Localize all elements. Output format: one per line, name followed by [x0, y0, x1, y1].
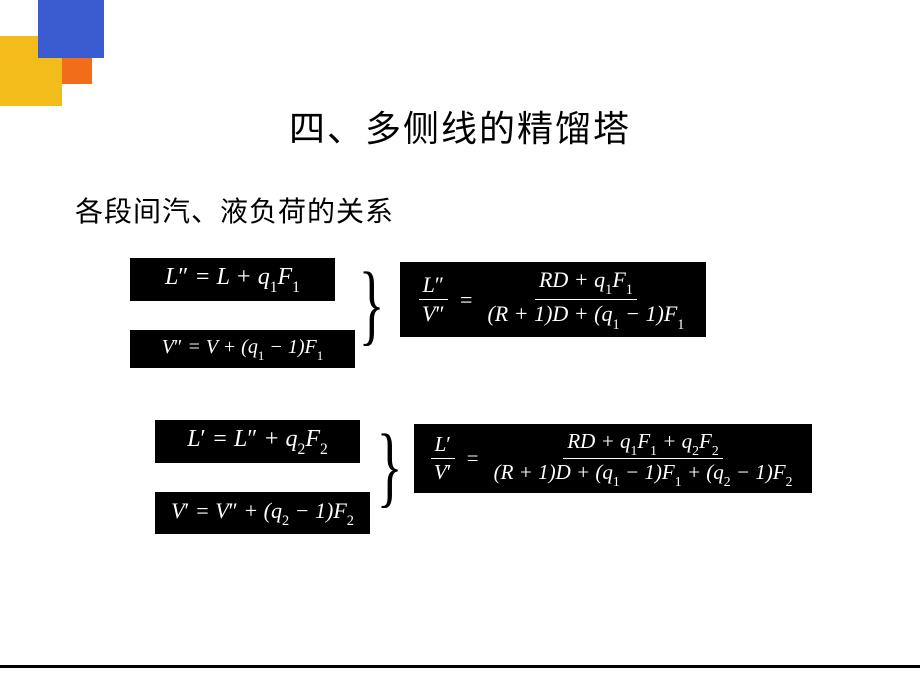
eq1b: V″ = V + (q1 − 1)F1 [130, 330, 355, 368]
equation-group-1b: V″ = V + (q1 − 1)F1 [130, 330, 355, 368]
slide-subtitle: 各段间汽、液负荷的关系 [75, 190, 394, 230]
equation-result-1: L″ V″ = RD + q1F1 (R + 1)D + (q1 − 1)F1 [400, 262, 706, 337]
equation-group-2b: V′ = V″ + (q2 − 1)F2 [155, 492, 370, 534]
brace-2: } [377, 422, 403, 512]
eq1a: L″ = L + q1F1 [130, 258, 335, 301]
equation-group-2: L′ = L″ + q2F2 [155, 420, 360, 463]
eq2-result: L′ V′ = RD + q1F1 + q2F2 (R + 1)D + (q1 … [414, 424, 812, 493]
footer-divider [0, 665, 920, 668]
equation-result-2: L′ V′ = RD + q1F1 + q2F2 (R + 1)D + (q1 … [414, 424, 812, 493]
eq2a: L′ = L″ + q2F2 [155, 420, 360, 463]
slide-content: 四、多侧线的精馏塔 各段间汽、液负荷的关系 L″ = L + q1F1 V″ =… [0, 0, 920, 690]
brace-1: } [359, 260, 385, 350]
equation-group-1: L″ = L + q1F1 [130, 258, 335, 301]
slide-title: 四、多侧线的精馏塔 [0, 100, 920, 152]
eq2b: V′ = V″ + (q2 − 1)F2 [155, 492, 370, 534]
eq1-result: L″ V″ = RD + q1F1 (R + 1)D + (q1 − 1)F1 [400, 262, 706, 337]
